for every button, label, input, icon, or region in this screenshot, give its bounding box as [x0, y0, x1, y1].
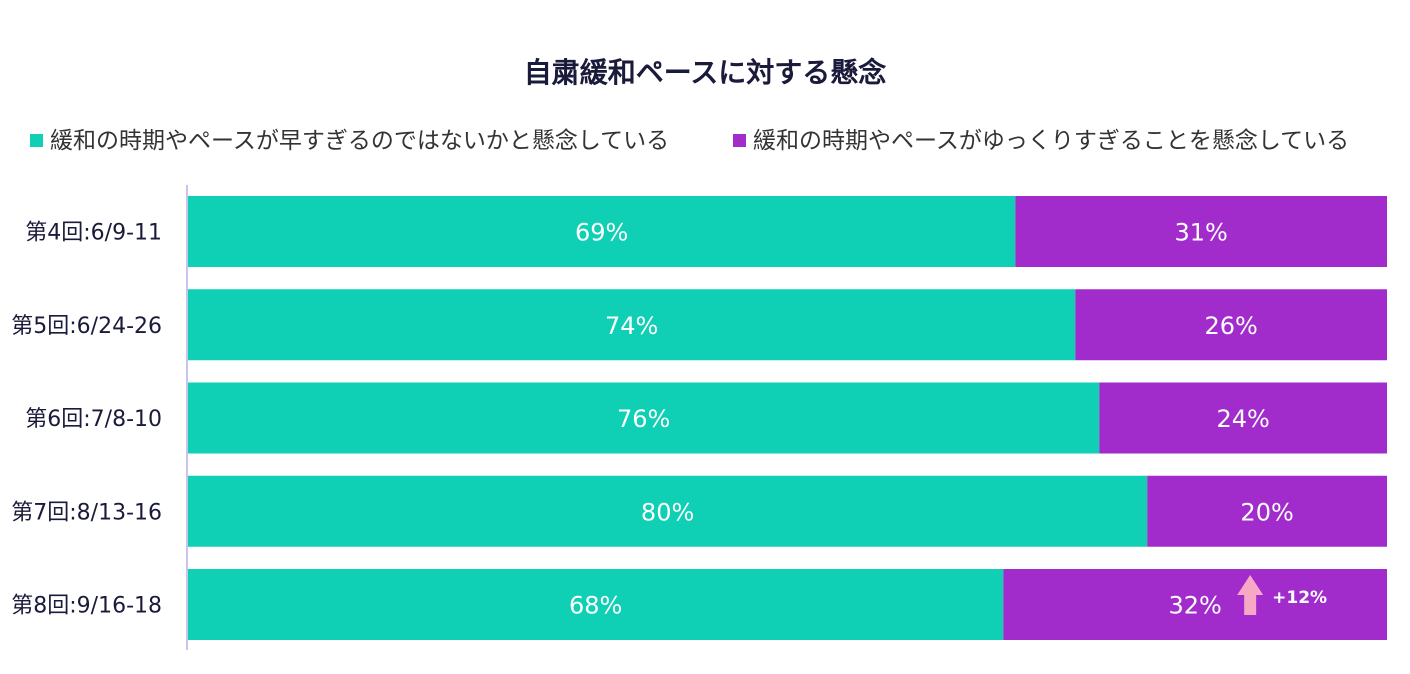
data-label: 26%: [1204, 312, 1257, 340]
category-label: 第7回:8/13-16: [11, 500, 162, 525]
category-labels-group: 第4回:6/9-11 第5回:6/24-26 第6回:7/8-10 第7回:8/13-…: [11, 221, 162, 619]
data-label: 24%: [1216, 405, 1269, 433]
data-label: 80%: [641, 498, 694, 526]
bar-segment: [1003, 569, 1387, 640]
bar-segment: [1099, 382, 1387, 454]
data-label: 32%: [1168, 592, 1221, 620]
data-label: 76%: [617, 405, 670, 433]
legend-swatch-slow: [733, 134, 746, 147]
bar-segment: [1015, 196, 1387, 267]
data-label: 20%: [1240, 498, 1293, 526]
bar-segment: [188, 475, 1148, 547]
bar-segment: [188, 382, 1100, 454]
category-label: 第8回:9/16-18: [11, 594, 162, 619]
legend-swatch-early: [30, 134, 43, 147]
bar-segment: [1147, 475, 1387, 547]
annotation-group: +12%: [1237, 575, 1327, 615]
legend: 緩和の時期やペースが早すぎるのではないかと懸念している 緩和の時期やペースがゆっ…: [30, 128, 1349, 154]
data-label: 31%: [1174, 219, 1227, 247]
data-label: 68%: [569, 592, 622, 620]
annotation-label: +12%: [1272, 588, 1327, 608]
bar-segment: [188, 569, 1004, 640]
bar-segment: [188, 289, 1076, 361]
bar-segment: [1075, 289, 1387, 361]
category-label: 第4回:6/9-11: [25, 221, 162, 246]
chart-title: 自粛緩和ペースに対する懸念: [524, 56, 887, 89]
category-label: 第5回:6/24-26: [11, 314, 162, 339]
up-arrow-icon: [1237, 575, 1264, 615]
data-label: 74%: [605, 312, 658, 340]
legend-label-early: 緩和の時期やペースが早すぎるのではないかと懸念している: [50, 128, 669, 154]
bar-segment: [188, 196, 1016, 267]
bars-group: 69% 31% 74% 26% 76% 24% 80% 20% 68% 32%: [188, 196, 1387, 640]
data-label: 69%: [575, 219, 628, 247]
legend-label-slow: 緩和の時期やペースがゆっくりすぎることを懸念している: [753, 128, 1349, 154]
category-label: 第6回:7/8-10: [25, 407, 162, 432]
